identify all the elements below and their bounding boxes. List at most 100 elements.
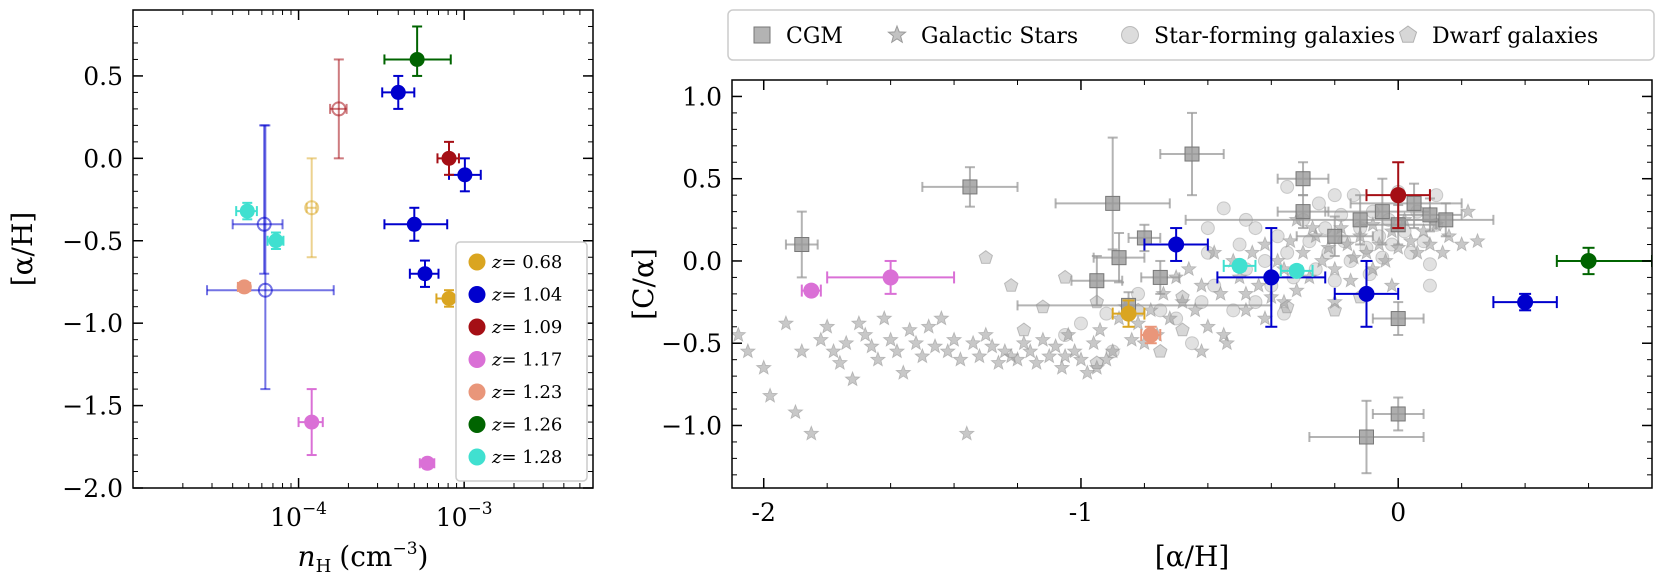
data-point-marker (1142, 327, 1159, 343)
legend-marker (468, 383, 486, 401)
galactic-star-marker (739, 342, 757, 359)
galactic-star-marker (1237, 285, 1255, 301)
star-forming-galaxy-marker (1362, 267, 1377, 282)
galactic-star-marker (863, 337, 880, 354)
star-forming-galaxy-marker (1422, 278, 1437, 293)
star-forming-galaxy-marker (1232, 237, 1247, 252)
right-plot-frame (731, 79, 1653, 489)
galactic-star-marker (952, 351, 969, 367)
star-forming-galaxy-marker (1248, 221, 1263, 236)
galactic-star-marker (818, 318, 836, 334)
data-point-marker (409, 51, 425, 67)
dwarf-galaxy-marker (1003, 278, 1019, 292)
galactic-star-marker (812, 331, 830, 347)
legend-marker (468, 351, 486, 368)
y-tick-label: −2.0 (62, 474, 123, 503)
galactic-star-marker (1193, 277, 1210, 293)
cgm-marker (1111, 250, 1127, 266)
x-tick-base: 10 (270, 503, 302, 532)
galactic-star-marker (1034, 331, 1052, 347)
legend-label: z= 1.23 (491, 382, 562, 403)
galactic-star-marker (964, 334, 982, 351)
galactic-star-marker (755, 359, 772, 375)
legend-label: Star-forming galaxies (1154, 24, 1395, 49)
star-forming-galaxy-marker (1327, 273, 1342, 288)
data-point-marker (268, 233, 284, 249)
star-forming-galaxy-marker (1194, 295, 1209, 310)
data-point-marker (236, 279, 252, 295)
data-point-marker (1168, 236, 1185, 253)
galactic-star-marker (926, 337, 944, 354)
data-point-marker (1358, 285, 1375, 302)
data-point-marker (882, 269, 899, 286)
legend-z-value: = 0.68 (501, 252, 562, 273)
galactic-star-marker (850, 314, 868, 331)
galactic-star-marker (882, 331, 899, 347)
x-label-subscript: H (316, 556, 332, 577)
galactic-star-marker (825, 342, 842, 359)
legend-label: z= 1.09 (491, 317, 562, 338)
star-forming-galaxy-marker (1429, 188, 1444, 203)
galactic-star-marker (1358, 244, 1375, 260)
galactic-star-marker (1326, 260, 1343, 277)
galactic-star-marker (1383, 277, 1401, 293)
data-point-marker (441, 150, 457, 166)
data-point-marker (803, 282, 820, 299)
left-x-axis-label: nH (cm−3) (298, 539, 429, 577)
cgm-marker (1390, 406, 1406, 422)
galactic-star-marker (1015, 334, 1033, 351)
star-forming-galaxy-marker (1277, 306, 1291, 321)
star-forming-galaxy-marker (1308, 262, 1323, 277)
data-point-marker (1120, 305, 1137, 322)
data-point-marker (1580, 252, 1597, 269)
dwarf-galaxy-marker (1175, 289, 1190, 304)
legend-label: z= 1.17 (491, 350, 562, 371)
legend-marker (468, 286, 486, 303)
star-forming-galaxy-marker (1058, 328, 1073, 342)
galactic-star-marker (958, 425, 975, 441)
data-point-marker (406, 216, 422, 232)
cgm-marker (1438, 212, 1454, 228)
data-point-marker (419, 455, 435, 471)
data-point-marker (1390, 187, 1407, 204)
galactic-star-marker (1250, 277, 1267, 293)
legend-z-value: = 1.28 (501, 447, 562, 468)
data-point-marker (417, 266, 433, 282)
galactic-star-marker (1060, 326, 1077, 342)
x-tick-exponent: −4 (302, 499, 327, 519)
galactic-star-marker (1218, 334, 1236, 351)
galactic-star-marker (1180, 260, 1198, 277)
star-forming-galaxy-marker (1073, 316, 1088, 331)
galactic-star-marker (914, 347, 931, 364)
x-tick-base: 10 (436, 503, 468, 532)
legend-label: CGM (786, 24, 843, 49)
galactic-star-marker (983, 337, 1001, 354)
x-tick-label: -2 (752, 498, 776, 527)
galactic-star-marker (1009, 351, 1026, 367)
star-forming-galaxy-marker (1169, 311, 1184, 326)
legend-square-icon (753, 26, 771, 44)
y-tick-label: 0.0 (682, 247, 722, 276)
cgm-marker (1390, 311, 1406, 327)
dwarf-galaxy-marker (1175, 322, 1190, 337)
galactic-star-marker (857, 326, 874, 342)
x-label-unit: (cm (339, 540, 392, 573)
star-forming-galaxy-marker (1257, 253, 1272, 268)
legend-marker (468, 253, 486, 271)
left-panel: 10−4 10−30.50.0−0.5−1.0−1.5−2.0nH (cm−3)[α… (6, 9, 594, 577)
star-forming-galaxy-marker (1416, 234, 1431, 249)
galactic-star-marker (1056, 347, 1074, 364)
galactic-star-marker (1053, 359, 1071, 375)
data-point-marker-open (331, 101, 347, 117)
legend-label: Galactic Stars (921, 24, 1078, 49)
star-forming-galaxy-marker (1327, 188, 1342, 203)
y-tick-label: −1.5 (62, 392, 123, 421)
galactic-star-marker (1294, 244, 1312, 260)
y-tick-label: −0.5 (661, 329, 722, 358)
star-forming-galaxy-marker (1280, 179, 1295, 194)
dwarf-galaxy-marker (1153, 343, 1168, 358)
x-tick-label: 10−3 (436, 499, 493, 532)
galactic-star-marker (1469, 232, 1486, 249)
dwarf-galaxy-marker (1327, 302, 1343, 317)
